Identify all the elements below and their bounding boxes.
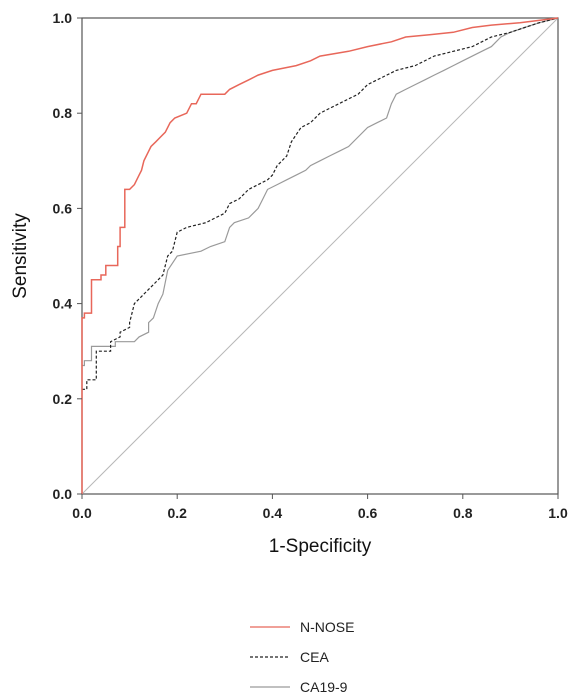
series-line-n-nose (81, 17, 559, 494)
y-axis-title: Sensitivity (10, 213, 31, 299)
legend: N-NOSE CEA CA19-9 (250, 619, 354, 694)
legend-label: N-NOSE (300, 619, 354, 635)
y-tick-label: 0.6 (53, 200, 73, 216)
plot-frame (81, 17, 559, 495)
x-axis-title: 1-Specificity (269, 536, 372, 557)
reference-layer (81, 17, 559, 495)
x-tick-label: 0.4 (263, 505, 283, 521)
y-tick-label: 0.0 (53, 486, 73, 502)
reference-diagonal-line (81, 17, 559, 495)
series-layer (81, 17, 559, 494)
y-tick-label: 0.2 (53, 391, 73, 407)
x-tick-label: 1.0 (548, 505, 568, 521)
y-tick-label: 1.0 (53, 10, 73, 26)
series-line-ca19-9 (82, 17, 559, 367)
series-line-cea (82, 17, 559, 390)
y-tick-label: 0.8 (53, 105, 73, 121)
x-tick-label: 0.6 (358, 505, 378, 521)
legend-label: CEA (300, 649, 329, 665)
x-tick-label: 0.8 (453, 505, 473, 521)
y-tick-label: 0.4 (53, 296, 73, 312)
tick-layer: 0.0 0.2 0.4 0.6 0.8 1.0 0.0 0.2 0.4 0.6 0.8 1.0 (53, 10, 568, 521)
x-tick-label: 0.2 (167, 505, 187, 521)
x-tick-label: 0.0 (72, 505, 92, 521)
legend-label: CA19-9 (300, 679, 348, 694)
